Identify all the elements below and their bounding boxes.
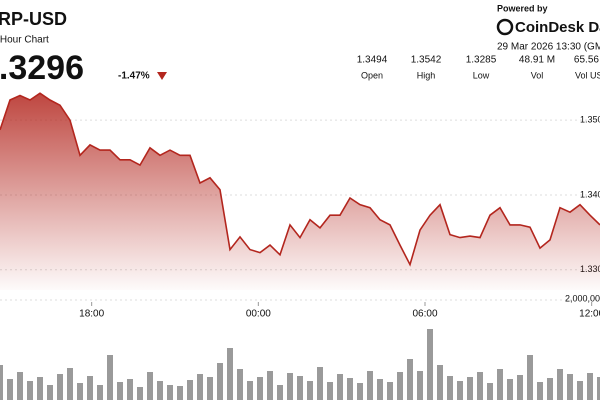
volume-bar	[187, 380, 193, 400]
volume-bar	[17, 372, 23, 400]
volume-bar	[497, 369, 503, 400]
stat-label: Open	[361, 70, 383, 80]
stat-value: 1.3542	[411, 55, 442, 66]
y-tick-label: 1.3400	[580, 189, 600, 199]
volume-bar	[427, 329, 433, 400]
volume-bar	[37, 377, 43, 400]
volume-bar	[587, 373, 593, 400]
volume-bar	[347, 378, 353, 400]
volume-bar	[177, 386, 183, 400]
y-tick-label: 2,000,000	[565, 293, 600, 303]
stat-label: High	[417, 70, 436, 80]
y-tick-label: 1.3500	[580, 115, 600, 125]
timestamp: 29 Mar 2026 13:30 (GMT)	[497, 42, 600, 53]
brand: CoinDesk Data	[515, 19, 600, 36]
volume-bar	[267, 371, 273, 400]
volume-bar	[27, 381, 33, 400]
volume-bar	[597, 377, 600, 400]
volume-bar	[307, 381, 313, 400]
volume-bar	[197, 374, 203, 400]
volume-bar	[77, 383, 83, 400]
volume-bar	[397, 372, 403, 400]
title: XRP-USD	[0, 9, 67, 29]
volume-bar	[317, 367, 323, 400]
volume-bar	[297, 376, 303, 400]
price-line	[0, 92, 600, 267]
volume-bar	[437, 365, 443, 400]
volume-bar	[577, 381, 583, 400]
price: 1.3296	[0, 49, 84, 87]
stat-value: 65.56 M	[574, 55, 600, 66]
x-tick-label: 00:00	[246, 309, 271, 320]
volume-bar	[487, 383, 493, 400]
volume-bar	[7, 379, 13, 400]
volume-bar	[67, 368, 73, 400]
volume-bar	[277, 385, 283, 400]
volume-bar	[137, 387, 143, 400]
volume-bar	[0, 365, 3, 400]
stat-value: 1.3494	[357, 55, 388, 66]
down-arrow	[157, 72, 167, 80]
volume-bar	[467, 377, 473, 400]
volume-bar	[167, 385, 173, 400]
volume-bar	[47, 385, 53, 400]
volume-bar	[367, 371, 373, 400]
volume-bar	[337, 374, 343, 400]
stat-label: Vol	[531, 70, 544, 80]
volume-bar	[477, 372, 483, 400]
volume-bar	[507, 379, 513, 400]
volume-bar	[117, 382, 123, 400]
volume-bar	[107, 355, 113, 400]
volume-bar	[237, 369, 243, 400]
stat-value: 1.3285	[466, 55, 497, 66]
volume-bar	[517, 375, 523, 400]
volume-bar	[447, 376, 453, 400]
volume-bar	[207, 377, 213, 400]
volume-bar	[247, 381, 253, 400]
volume-bar	[537, 382, 543, 400]
volume-bar	[557, 369, 563, 400]
volume-bar	[377, 379, 383, 400]
volume-bar	[127, 379, 133, 400]
volume-bar	[547, 378, 553, 400]
volume-bar	[157, 381, 163, 400]
subtitle: 24 Hour Chart	[0, 35, 49, 46]
price-area	[0, 93, 600, 290]
stat-label: Vol USD	[575, 70, 600, 80]
volume-bar	[387, 382, 393, 400]
volume-bar	[257, 377, 263, 400]
volume-bar	[417, 371, 423, 400]
volume-bar	[407, 359, 413, 400]
brand-logo	[496, 18, 514, 36]
volume-bar	[327, 382, 333, 400]
x-tick-label: 18:00	[79, 309, 104, 320]
stat-value: 48.91 M	[519, 55, 555, 66]
volume-bar	[457, 381, 463, 400]
stat-label: Low	[473, 70, 490, 80]
volume-bar	[217, 363, 223, 400]
volume-bar	[227, 348, 233, 400]
volume-bar	[87, 376, 93, 400]
volume-bar	[527, 355, 533, 400]
volume-bar	[97, 385, 103, 400]
x-tick-label: 06:00	[412, 309, 437, 320]
volume-bar	[287, 373, 293, 400]
volume-bar	[147, 372, 153, 400]
volume-bar	[57, 374, 63, 400]
volume-bar	[357, 383, 363, 400]
powered-by: Powered by	[497, 3, 548, 13]
x-tick-label: 12:00	[579, 309, 600, 320]
volume-bar	[567, 374, 573, 400]
change: -1.47%	[118, 71, 150, 82]
